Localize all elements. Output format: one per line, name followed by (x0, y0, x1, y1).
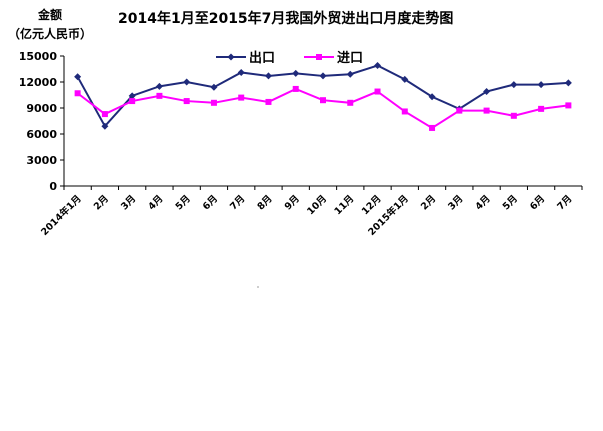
legend-label-export: 出口 (249, 50, 275, 66)
data-point (74, 73, 82, 81)
data-point (210, 99, 217, 106)
data-point (374, 62, 382, 70)
series-line-1 (77, 87, 569, 130)
y-axis-unit: （亿元人民币） (8, 26, 92, 41)
data-point (155, 82, 163, 90)
data-point (128, 92, 136, 100)
data-point (183, 78, 191, 86)
x-tick-label: 2月 (92, 193, 111, 212)
x-tick-label: 7月 (555, 193, 574, 212)
data-point (564, 79, 572, 87)
y-tick-label: 6000 (26, 128, 57, 141)
data-point (238, 94, 245, 101)
data-point (101, 122, 109, 130)
data-point (129, 98, 136, 105)
x-tick-label: 12月 (360, 193, 384, 217)
chart-title: 2014年1月至2015年7月我国外贸进出口月度走势图 (118, 10, 453, 27)
data-point (265, 98, 272, 105)
x-tick-label: 9月 (283, 193, 302, 212)
y-tick-label: 3000 (26, 154, 57, 167)
x-tick-label: 5月 (174, 193, 193, 212)
plot-area (74, 62, 572, 131)
data-point (237, 68, 245, 76)
data-point (401, 108, 408, 115)
data-point (319, 72, 327, 80)
data-point (537, 81, 545, 89)
x-tick-label: 5月 (501, 193, 520, 212)
data-point (156, 92, 163, 99)
x-tick-label: 7月 (228, 193, 247, 212)
data-point (320, 97, 326, 104)
x-tick-label: 10月 (305, 193, 329, 217)
legend-marker-export (227, 53, 235, 61)
data-point (292, 85, 299, 92)
legend-label-import: 进口 (337, 51, 363, 66)
y-tick-label: 9000 (26, 102, 57, 115)
x-tick-label: 4月 (146, 193, 165, 212)
y-axis-label: 金额 (37, 7, 62, 22)
x-tick-label: 4月 (474, 193, 493, 212)
data-point (74, 90, 81, 97)
y-tick-label: 15000 (19, 50, 58, 63)
x-tick-label: 3月 (119, 193, 138, 212)
x-tick-label: 11月 (333, 193, 357, 217)
data-point (538, 105, 545, 112)
data-point (347, 99, 354, 106)
data-point (210, 83, 218, 91)
data-point (183, 98, 190, 105)
data-point (292, 69, 300, 77)
legend-marker-import (316, 54, 322, 60)
data-point (510, 81, 518, 89)
y-tick-label: 12000 (19, 76, 58, 89)
data-point (374, 88, 381, 95)
data-point (510, 112, 517, 119)
data-point (456, 107, 463, 114)
x-tick-label: 2014年1月 (38, 193, 83, 238)
x-tick-label: 6月 (201, 193, 220, 212)
y-ticks: 0 3000 6000 9000 12000 15000 (19, 50, 64, 193)
x-tick-label: 8月 (255, 193, 274, 212)
data-point (429, 124, 436, 131)
data-point (565, 102, 572, 109)
x-tick-label: 6月 (528, 193, 547, 212)
data-point (346, 70, 354, 78)
x-tick-label: 2月 (419, 193, 438, 212)
stray-dot (257, 286, 259, 288)
data-point (401, 75, 409, 83)
data-point (264, 72, 272, 80)
data-point (428, 93, 436, 101)
data-point (101, 111, 108, 118)
legend: 出口 进口 (216, 50, 363, 66)
y-tick-label: 0 (49, 180, 57, 193)
x-tick-label: 3月 (446, 193, 465, 212)
data-point (483, 107, 490, 114)
data-point (483, 88, 491, 96)
